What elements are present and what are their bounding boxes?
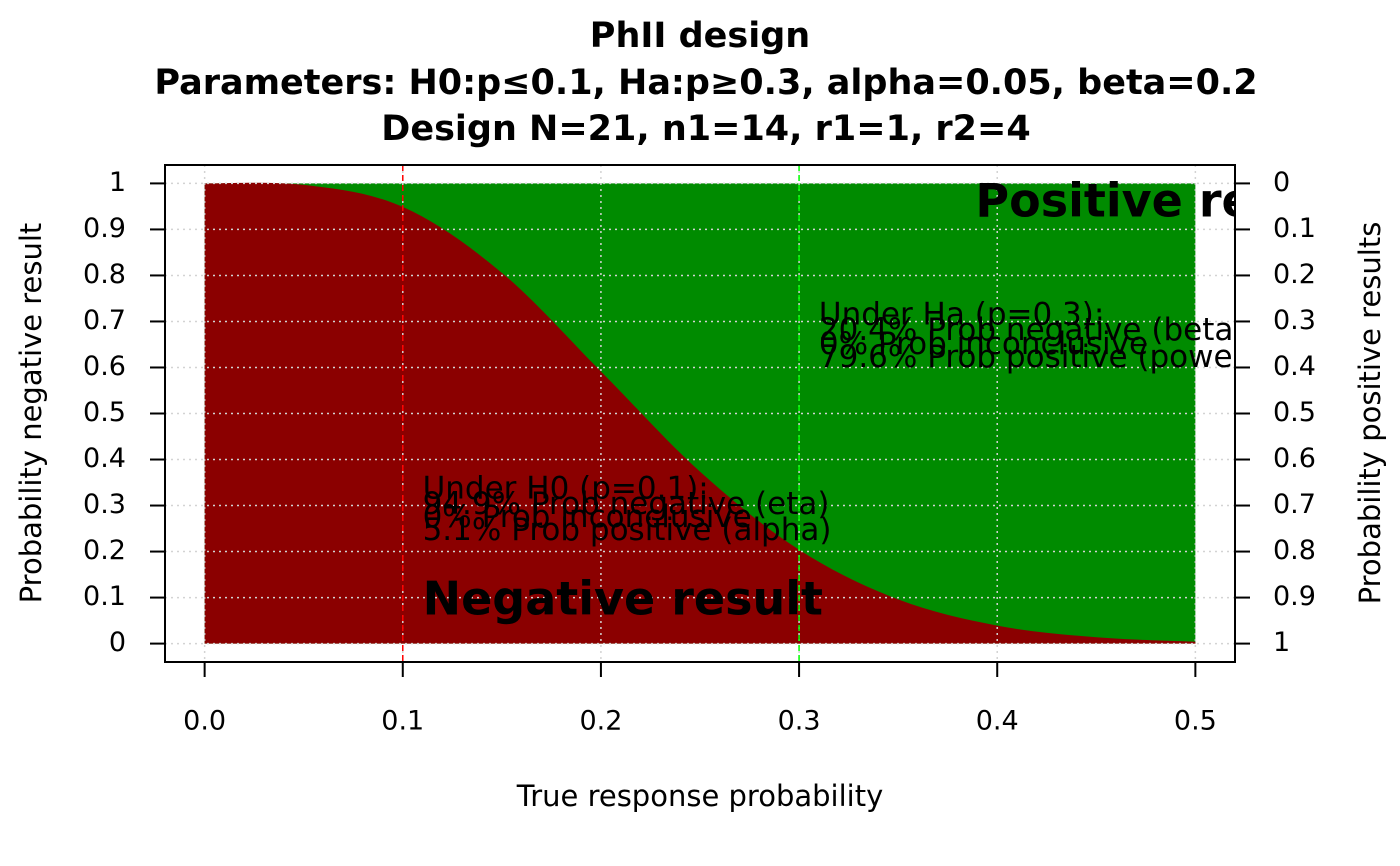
annotation-label: Negative result [423, 572, 823, 626]
y2-tick-label: 0.8 [1273, 535, 1316, 566]
y2-tick-label: 0.3 [1273, 305, 1316, 336]
y-tick-label: 0.6 [83, 351, 126, 382]
y2-tick-label: 0.9 [1273, 581, 1316, 612]
y2-tick-label: 0 [1273, 167, 1290, 198]
y2-tick-label: 0.6 [1273, 443, 1316, 474]
annotation-text: Under H0 (p=0.1): [423, 470, 709, 506]
annotation-text: 20.4% Prob negative (beta) [819, 312, 1246, 348]
y2-axis-label: Probability positive results [1353, 222, 1387, 605]
x-tick-label: 0.5 [1174, 706, 1217, 737]
y2-tick-label: 0.2 [1273, 259, 1316, 290]
plot-area: Under H0 (p=0.1):94.9% Prob negative (et… [165, 165, 1350, 662]
annotation-text: 0% Prob inconclusive [819, 326, 1148, 362]
annotation-text: 79.6% Prob positive (power) [819, 339, 1258, 375]
y-tick-label: 0.7 [83, 305, 126, 336]
y2-tick-label: 0.4 [1273, 351, 1316, 382]
annotation-text: 0% Prob inconclusive [423, 499, 752, 535]
annotation-text: Under Ha (p=0.3): [819, 296, 1104, 332]
chart-subtitle: Design N=21, n1=14, r1=1, r2=4 [381, 109, 1030, 149]
y2-tick-label: 1 [1273, 627, 1290, 658]
x-axis-label: True response probability [516, 779, 883, 813]
y-tick-label: 0.5 [83, 397, 126, 428]
y-tick-label: 0.8 [83, 259, 126, 290]
annotation-text: 94.9% Prob negative (eta) [423, 486, 830, 522]
negative-area [204, 182, 1196, 644]
y-axis-label: Probability negative result [14, 223, 48, 604]
chart-title: PhII design [590, 16, 810, 56]
x-tick-label: 0.1 [381, 706, 424, 737]
y2-tick-label: 0.7 [1273, 489, 1316, 520]
axes: 0.0 0.1 0.2 0.3 0.4 0.5 0 0.1 0.2 0.3 0.4 0.5 0.6 0.7… [83, 164, 1316, 737]
y-tick-label: 0 [109, 627, 126, 658]
x-tick-label: 0.3 [778, 706, 821, 737]
annotation-label: Positive result [975, 174, 1350, 228]
y-tick-label: 1 [109, 167, 126, 198]
y-tick-label: 0.4 [83, 443, 126, 474]
y-tick-label: 0.9 [83, 213, 126, 244]
y2-tick-label: 0.5 [1273, 397, 1316, 428]
chart-subtitle: Parameters: H0:p≤0.1, Ha:p≥0.3, alpha=0.… [154, 63, 1257, 103]
y-tick-label: 0.2 [83, 535, 126, 566]
y2-tick-label: 0.1 [1273, 213, 1316, 244]
x-tick-label: 0.0 [183, 706, 226, 737]
x-tick-label: 0.2 [579, 706, 622, 737]
y-tick-label: 0.1 [83, 581, 126, 612]
annotation-text: 5.1% Prob positive (alpha) [423, 512, 832, 548]
y-tick-label: 0.3 [83, 489, 126, 520]
x-tick-label: 0.4 [976, 706, 1019, 737]
